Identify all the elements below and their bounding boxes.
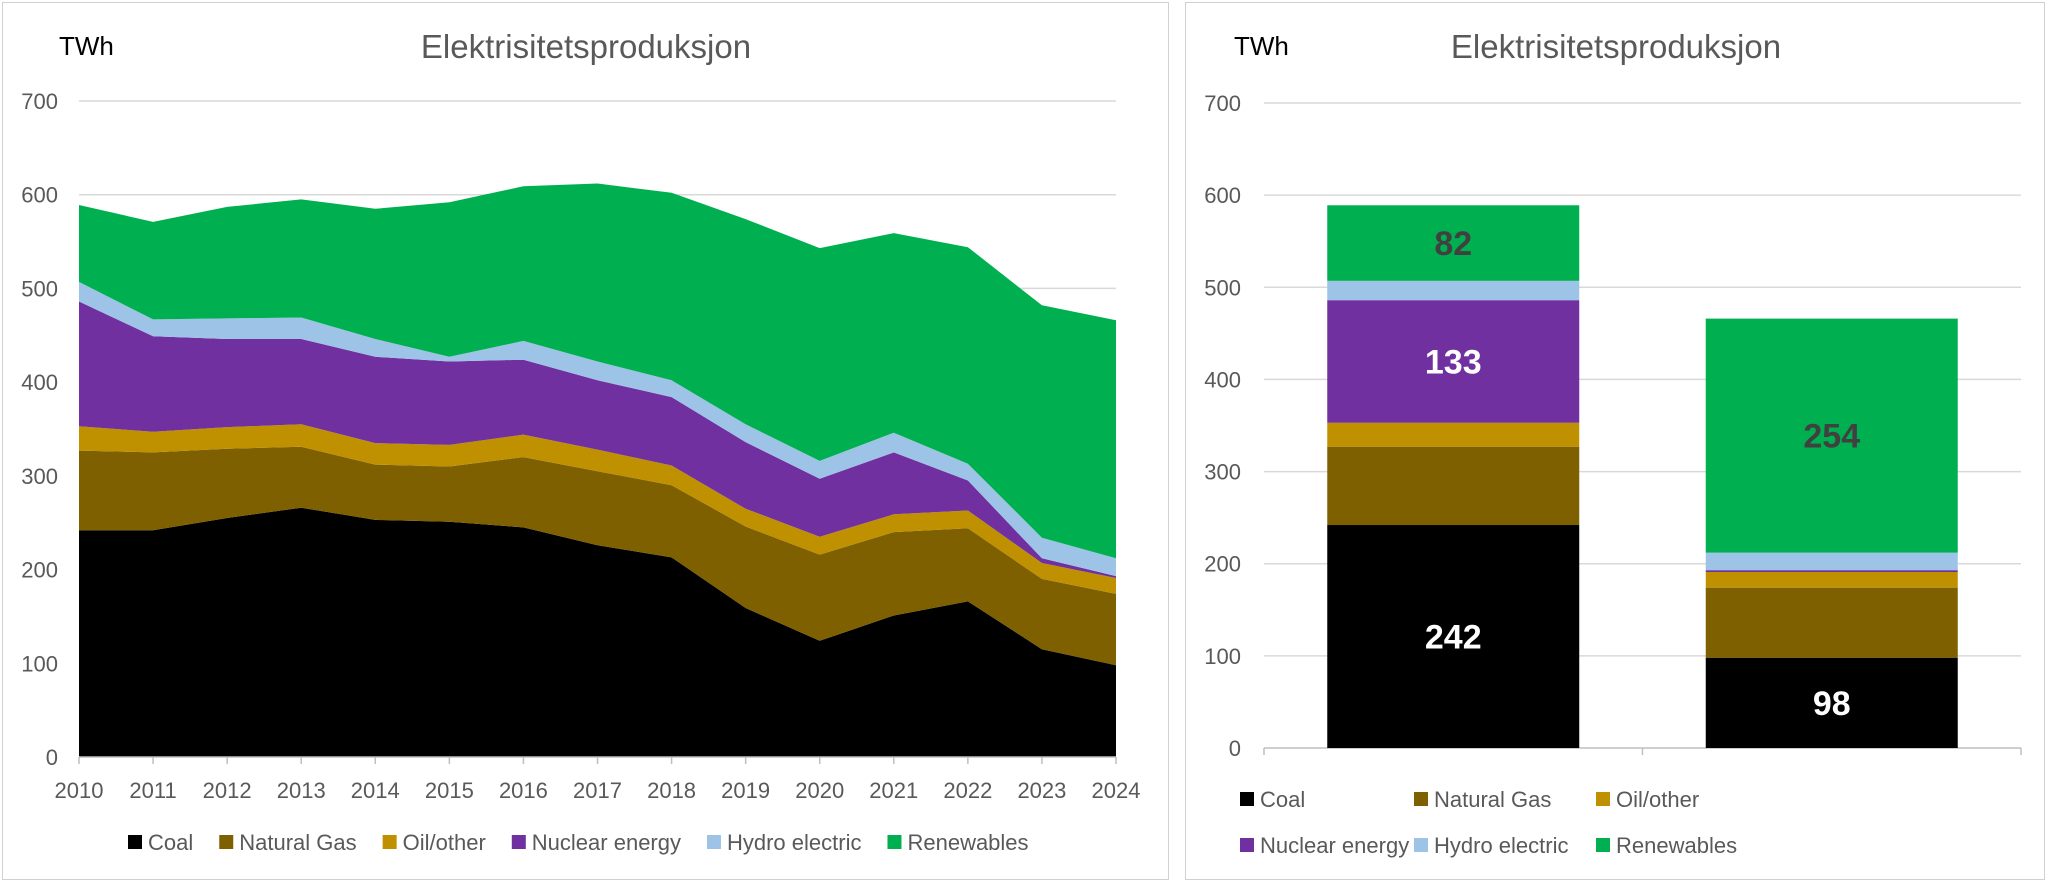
y-tick-label: 0 xyxy=(46,745,58,770)
unit-label: TWh xyxy=(1234,31,1289,61)
legend-item-nuclear-energy: Nuclear energy xyxy=(511,830,681,855)
x-tick-label: 2019 xyxy=(721,778,770,803)
y-tick-label: 600 xyxy=(1204,183,1241,208)
bar-segment-nuclear-energy xyxy=(1705,570,1958,573)
legend-item-renewables: Renewables xyxy=(887,830,1029,855)
y-tick-label: 700 xyxy=(1204,91,1241,116)
y-tick-label: 200 xyxy=(1204,552,1241,577)
y-tick-label: 400 xyxy=(21,370,58,395)
y-tick-label: 600 xyxy=(21,183,58,208)
legend-label: Hydro electric xyxy=(1434,833,1568,858)
area-coal xyxy=(79,507,1116,757)
bar-segment-oil-other xyxy=(1705,572,1958,588)
bar-chart-panel: TWh Elektrisitetsproduksjon 0 100 200 300 40… xyxy=(1185,2,2045,880)
x-tick-label: 2014 xyxy=(351,778,400,803)
area-nuclear-energy xyxy=(79,301,1116,578)
legend-item-coal: Coal xyxy=(1240,787,1305,812)
legend-item-oil-other: Oil/other xyxy=(1596,787,1699,812)
unit-label: TWh xyxy=(59,31,114,61)
bar-segment-renewables xyxy=(1327,205,1580,281)
legend-label: Hydro electric xyxy=(727,830,861,855)
data-label-coal: 242 xyxy=(1425,619,1482,657)
data-label-coal: 98 xyxy=(1813,685,1851,723)
legend-item-renewables: Renewables xyxy=(1596,833,1737,858)
legend-swatch xyxy=(128,835,142,849)
legend-item-natural-gas: Natural Gas xyxy=(1414,787,1551,812)
x-tick-label: 2017 xyxy=(573,778,622,803)
y-tick-label: 400 xyxy=(1204,367,1241,392)
area-renewables xyxy=(79,183,1116,559)
bar-segment-hydro-electric xyxy=(1327,280,1580,301)
legend-label: Oil/other xyxy=(1616,787,1699,812)
x-tick-label: 2015 xyxy=(425,778,474,803)
area-natural-gas xyxy=(79,446,1116,666)
legend-swatch xyxy=(1596,792,1610,806)
y-tick-label: 500 xyxy=(1204,275,1241,300)
legend-item-oil-other: Oil/other xyxy=(382,830,486,855)
x-tick-label: 2016 xyxy=(499,778,548,803)
legend-swatch xyxy=(1414,838,1428,852)
legend-swatch xyxy=(1240,838,1254,852)
legend-label: Renewables xyxy=(907,830,1028,855)
data-label-nuclear-energy: 133 xyxy=(1425,343,1482,381)
legend-label: Oil/other xyxy=(403,830,486,855)
area-oil-other xyxy=(79,424,1116,594)
x-tick-label: 2013 xyxy=(277,778,326,803)
legend-item-nuclear-energy: Nuclear energy xyxy=(1240,833,1409,858)
bar-segment-oil-other xyxy=(1327,422,1580,447)
x-tick-label: 2020 xyxy=(795,778,844,803)
legend-item-coal: Coal xyxy=(128,830,193,855)
bar-segment-nuclear-energy xyxy=(1327,300,1580,423)
x-tick-label: 2012 xyxy=(203,778,252,803)
legend-label: Renewables xyxy=(1616,833,1737,858)
legend-label: Nuclear energy xyxy=(1260,833,1409,858)
data-label-renewables: 82 xyxy=(1434,225,1472,263)
x-tick-label: 2011 xyxy=(129,778,176,803)
x-tick-label: 2018 xyxy=(647,778,696,803)
legend-swatch xyxy=(511,835,526,849)
data-label-renewables: 254 xyxy=(1803,418,1860,456)
bar-chart: TWh Elektrisitetsproduksjon 0 100 200 300 40… xyxy=(1204,28,2022,858)
legend-label: Natural Gas xyxy=(1434,787,1551,812)
y-tick-label: 100 xyxy=(1204,644,1241,669)
x-tick-label: 2010 xyxy=(55,778,104,803)
legend-swatch xyxy=(382,835,397,849)
bar-segment-hydro-electric xyxy=(1705,552,1958,571)
y-tick-label: 0 xyxy=(1229,736,1241,761)
bar-segment-natural-gas xyxy=(1327,446,1580,526)
bar-segment-coal xyxy=(1327,525,1580,748)
x-tick-label: 2021 xyxy=(869,778,918,803)
legend-swatch xyxy=(1240,792,1254,806)
legend-label: Natural Gas xyxy=(239,830,356,855)
area-chart: TWh Elektrisitetsproduksjon 0 100 200 300 40… xyxy=(21,28,1141,855)
chart-title: Elektrisitetsproduksjon xyxy=(421,28,751,65)
y-tick-label: 300 xyxy=(1204,460,1241,485)
area-chart-panel: TWh Elektrisitetsproduksjon 0 100 200 300 40… xyxy=(2,2,1169,880)
x-tick-label: 2023 xyxy=(1017,778,1066,803)
y-tick-label: 500 xyxy=(21,276,58,301)
legend-item-hydro-electric: Hydro electric xyxy=(706,830,861,855)
legend-label: Coal xyxy=(1260,787,1305,812)
legend-item-natural-gas: Natural Gas xyxy=(219,830,357,855)
legend-swatch xyxy=(887,835,902,849)
bar-segment-renewables xyxy=(1705,318,1958,553)
legend-swatch xyxy=(1596,838,1610,852)
legend-item-hydro-electric: Hydro electric xyxy=(1414,833,1568,858)
chart-title: Elektrisitetsproduksjon xyxy=(1451,28,1781,65)
x-tick-label: 2024 xyxy=(1092,778,1141,803)
legend-label: Coal xyxy=(148,830,193,855)
bar-segment-coal xyxy=(1705,657,1958,748)
legend-swatch xyxy=(706,835,721,849)
x-tick-label: 2022 xyxy=(943,778,992,803)
bar-segment-natural-gas xyxy=(1705,587,1958,658)
legend-swatch xyxy=(1414,792,1428,806)
y-tick-label: 200 xyxy=(21,558,58,583)
y-tick-label: 100 xyxy=(21,651,58,676)
legend-label: Nuclear energy xyxy=(532,830,681,855)
y-tick-label: 700 xyxy=(21,89,58,114)
legend-swatch xyxy=(219,835,234,849)
y-tick-label: 300 xyxy=(21,464,58,489)
